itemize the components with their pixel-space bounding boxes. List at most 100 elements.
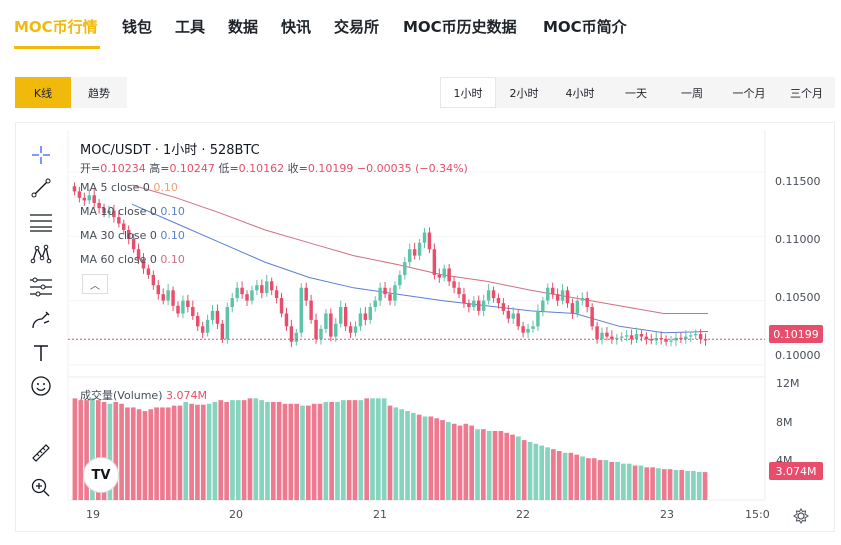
candle-body bbox=[550, 287, 555, 295]
candle-body bbox=[437, 274, 442, 278]
candle-body bbox=[205, 319, 210, 333]
volume-bar bbox=[154, 407, 159, 500]
volume-bar bbox=[206, 403, 212, 500]
candle-body bbox=[684, 336, 688, 340]
volume-bar bbox=[375, 398, 381, 500]
volume-bar bbox=[667, 469, 673, 500]
ma30-value: 0.10 bbox=[160, 229, 185, 242]
volume-bar bbox=[440, 420, 445, 500]
candle-body bbox=[378, 287, 382, 301]
volume-bar bbox=[545, 447, 550, 500]
ma10-legend[interactable]: MA 10 close 0 0.10 bbox=[80, 205, 185, 218]
volume-bar bbox=[125, 407, 130, 500]
chart-container bbox=[15, 122, 835, 532]
time-tick: 20 bbox=[229, 508, 243, 521]
volume-bar bbox=[691, 470, 696, 500]
nav-tab-news[interactable]: 快讯 bbox=[281, 18, 312, 36]
candle-body bbox=[422, 232, 427, 243]
fib-tool[interactable] bbox=[24, 206, 58, 236]
emoji-tool[interactable] bbox=[24, 371, 58, 401]
candle-body bbox=[610, 336, 614, 340]
candle-body bbox=[398, 274, 402, 286]
text-tool[interactable] bbox=[24, 338, 58, 368]
candle-body bbox=[181, 300, 185, 314]
volume-bar bbox=[568, 452, 574, 500]
volume-bar bbox=[492, 431, 498, 500]
candle-body bbox=[274, 290, 279, 299]
candle-body bbox=[131, 238, 136, 250]
volume-bar bbox=[177, 405, 183, 500]
low-label: 低 bbox=[218, 162, 230, 175]
volume-bar bbox=[200, 404, 206, 500]
candle-body bbox=[112, 210, 116, 218]
volume-bar bbox=[446, 421, 451, 500]
volume-value: 3.074M bbox=[166, 389, 207, 402]
candle-body bbox=[195, 316, 200, 327]
nav-tab-data[interactable]: 数据 bbox=[228, 18, 259, 36]
candle-body bbox=[329, 313, 333, 337]
candle-body bbox=[324, 313, 328, 329]
volume-bar bbox=[521, 440, 527, 500]
ma5-legend[interactable]: MA 5 close 0 0.10 bbox=[80, 181, 178, 194]
tradingview-logo[interactable]: TV bbox=[84, 458, 118, 492]
nav-tab-moc-intro[interactable]: MOC币简介 bbox=[543, 18, 627, 36]
ma60-legend[interactable]: MA 60 close 0 0.10 bbox=[80, 253, 185, 266]
volume-bar bbox=[679, 470, 685, 500]
volume-bar bbox=[457, 425, 463, 500]
trendline-tool[interactable] bbox=[24, 173, 58, 203]
candle-body bbox=[575, 300, 580, 314]
candle-body bbox=[491, 290, 496, 299]
candle-body bbox=[304, 287, 308, 301]
nav-tab-moc-market[interactable]: MOC币行情 bbox=[14, 18, 98, 36]
volume-bar bbox=[136, 409, 142, 500]
interval-1w[interactable]: 一周 bbox=[681, 86, 703, 100]
interval-1h[interactable]: 1小时 bbox=[440, 77, 496, 108]
volume-bar bbox=[516, 436, 521, 500]
volume-bar bbox=[370, 398, 375, 500]
interval-2h[interactable]: 2小时 bbox=[509, 86, 539, 100]
candle-body bbox=[486, 290, 491, 301]
ruler-tool[interactable] bbox=[24, 438, 58, 468]
crosshair-tool[interactable] bbox=[24, 140, 58, 170]
candle-body bbox=[289, 326, 294, 342]
nav-tab-wallet[interactable]: 钱包 bbox=[122, 18, 153, 36]
volume-bar bbox=[288, 403, 294, 500]
interval-3mo[interactable]: 三个月 bbox=[790, 86, 823, 100]
candle-body bbox=[679, 337, 683, 340]
trend-button[interactable]: 趋势 bbox=[71, 77, 127, 108]
ma60-line bbox=[131, 184, 708, 314]
zoom-tool[interactable] bbox=[24, 473, 58, 503]
candle-body bbox=[516, 313, 520, 327]
nav-tab-tools[interactable]: 工具 bbox=[175, 18, 206, 36]
volume-bar bbox=[165, 407, 171, 500]
candle-body bbox=[698, 334, 703, 340]
nav-tab-moc-history[interactable]: MOC币历史数据 bbox=[403, 18, 517, 36]
close-value: 0.10199 bbox=[307, 162, 354, 175]
candle-body bbox=[260, 285, 264, 293]
volume-bar bbox=[510, 434, 515, 500]
ma5-value: 0.10 bbox=[153, 181, 178, 194]
candle-body bbox=[639, 334, 644, 337]
interval-1d[interactable]: 一天 bbox=[625, 86, 647, 100]
candle-body bbox=[210, 310, 215, 320]
ma30-legend[interactable]: MA 30 close 0 0.10 bbox=[80, 229, 185, 242]
candle-body bbox=[644, 336, 649, 340]
volume-bar bbox=[294, 403, 299, 500]
volume-bar bbox=[621, 463, 626, 500]
candle-body bbox=[536, 310, 540, 327]
price-tick: 0.10500 bbox=[775, 291, 821, 304]
volume-bar bbox=[300, 405, 305, 500]
interval-1mo[interactable]: 一个月 bbox=[732, 86, 766, 100]
brush-tool[interactable] bbox=[24, 305, 58, 335]
kline-button[interactable]: K线 bbox=[15, 77, 71, 108]
pattern-tool[interactable] bbox=[24, 239, 58, 269]
nav-tab-exchange[interactable]: 交易所 bbox=[334, 18, 380, 36]
settings-gear-icon[interactable] bbox=[793, 508, 809, 524]
interval-4h[interactable]: 4小时 bbox=[565, 86, 595, 100]
prediction-tool[interactable] bbox=[24, 272, 58, 302]
volume-bar bbox=[603, 460, 609, 500]
collapse-legend-button[interactable]: ︿ bbox=[82, 274, 108, 294]
prediction-icon bbox=[30, 277, 52, 297]
volume-bar bbox=[241, 400, 247, 500]
